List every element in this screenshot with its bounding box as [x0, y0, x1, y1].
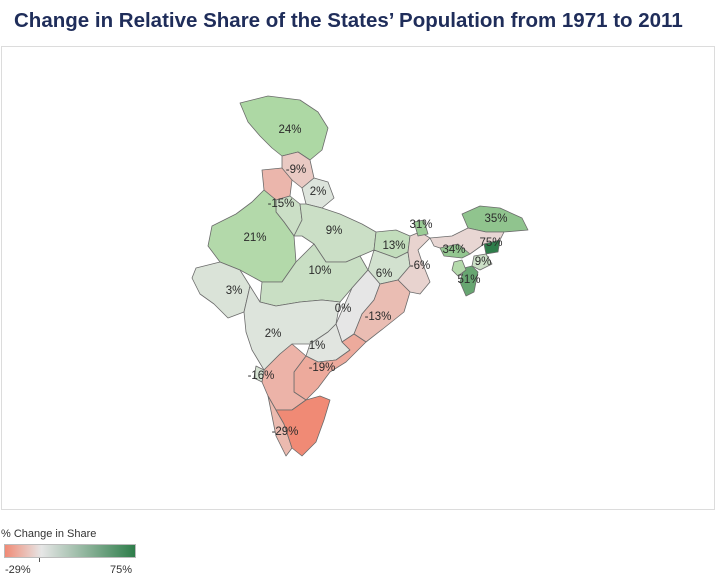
region-value-label: 9%	[475, 256, 492, 268]
state-manipur[interactable]	[471, 253, 493, 271]
region-value-label: 1%	[309, 340, 326, 352]
legend-color-bar	[4, 544, 136, 558]
state-mizoram[interactable]	[459, 265, 479, 297]
chart-title: Change in Relative Share of the States’ …	[14, 9, 683, 32]
region-value-label: -15%	[268, 198, 295, 210]
region-value-label: 3%	[226, 285, 243, 297]
state-west-bengal[interactable]	[397, 231, 431, 295]
india-map: 24% -9% -15% 2% 21% 9% 13% 6% -6% 31% 35% 34% 75% 9% 5…	[191, 95, 529, 457]
region-value-label: 21%	[243, 232, 266, 244]
region-value-label: -29%	[272, 426, 299, 438]
region-value-label: 13%	[382, 240, 405, 252]
region-value-label: 35%	[484, 213, 507, 225]
state-sikkim[interactable]	[413, 219, 429, 237]
state-nagaland[interactable]	[483, 239, 501, 255]
legend-title: % Change in Share	[1, 528, 97, 540]
region-value-label: 51%	[457, 274, 480, 286]
legend-max-label: 75%	[110, 564, 133, 576]
state-meghalaya[interactable]	[439, 243, 471, 259]
map-frame	[1, 46, 715, 510]
legend-min-label: -29%	[5, 564, 31, 576]
state-goa[interactable]	[253, 365, 265, 383]
region-value-label: 75%	[479, 237, 502, 249]
region-value-label: -16%	[248, 370, 275, 382]
region-value-label: 6%	[376, 268, 393, 280]
region-value-label: 34%	[442, 244, 465, 256]
region-value-label: 2%	[310, 186, 327, 198]
region-value-label: -6%	[410, 260, 430, 272]
region-value-label: 24%	[278, 124, 301, 136]
region-value-label: 31%	[409, 219, 432, 231]
region-value-label: -13%	[365, 311, 392, 323]
state-tamil-nadu[interactable]	[275, 395, 331, 457]
region-value-label: 0%	[335, 303, 352, 315]
state-gujarat[interactable]	[191, 261, 251, 319]
region-value-label: -9%	[286, 164, 306, 176]
region-value-label: 2%	[265, 328, 282, 340]
region-value-label: -19%	[309, 362, 336, 374]
region-value-label: 10%	[308, 265, 331, 277]
region-value-label: 9%	[326, 225, 343, 237]
state-odisha[interactable]	[353, 279, 411, 343]
state-tripura[interactable]	[451, 259, 467, 277]
state-karnataka[interactable]	[261, 343, 307, 411]
legend-zero-tick	[39, 558, 40, 562]
